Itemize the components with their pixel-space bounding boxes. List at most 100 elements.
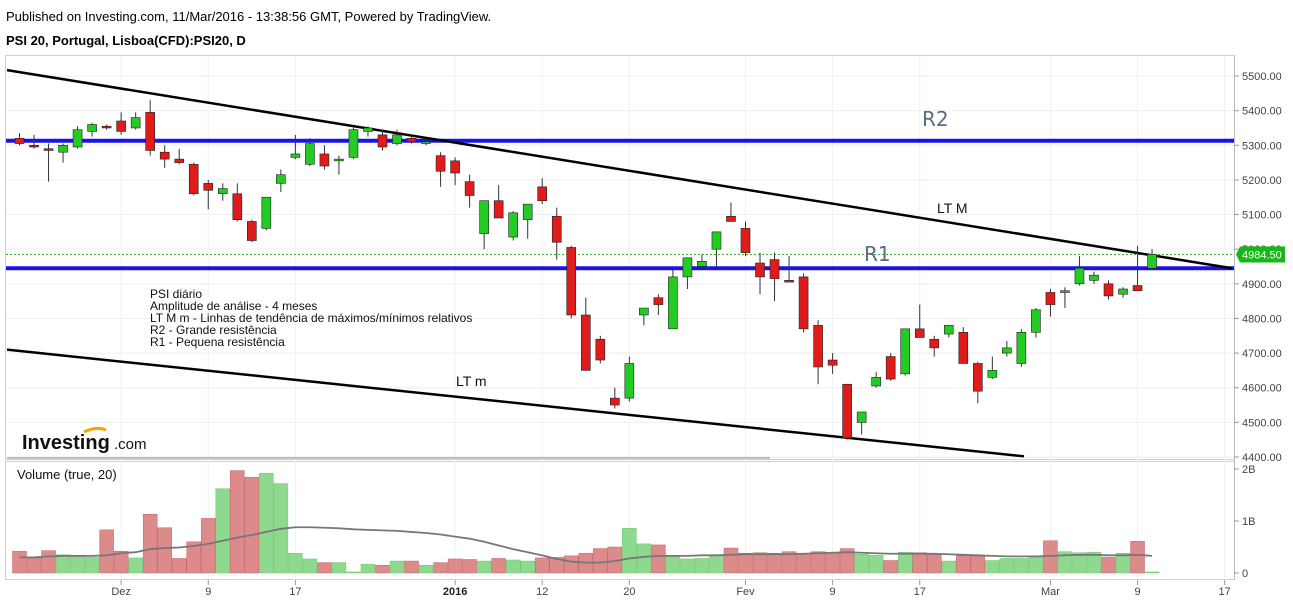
- volume-bar: [1057, 551, 1073, 574]
- candle[interactable]: [871, 372, 881, 388]
- candle-body: [871, 377, 881, 387]
- candle[interactable]: [145, 100, 155, 156]
- candle[interactable]: [247, 219, 257, 243]
- candle[interactable]: [508, 211, 518, 241]
- candle[interactable]: [1132, 245, 1143, 292]
- candle[interactable]: [261, 196, 272, 231]
- candle[interactable]: [43, 143, 54, 182]
- candle[interactable]: [276, 169, 286, 193]
- candle[interactable]: [537, 178, 548, 205]
- candle[interactable]: [740, 221, 751, 257]
- candle[interactable]: [464, 174, 475, 208]
- candle-body: [290, 153, 301, 158]
- candle[interactable]: [943, 325, 954, 338]
- candle[interactable]: [348, 126, 359, 160]
- candle[interactable]: [58, 143, 68, 163]
- candle[interactable]: [522, 203, 533, 239]
- candle[interactable]: [697, 254, 707, 270]
- candle-body: [406, 138, 417, 143]
- candle[interactable]: [813, 320, 823, 385]
- candle[interactable]: [392, 129, 402, 146]
- candle[interactable]: [987, 356, 998, 380]
- candle[interactable]: [421, 140, 431, 146]
- candle[interactable]: [856, 411, 867, 435]
- candle[interactable]: [1103, 280, 1114, 300]
- trendline-lt-min[interactable]: [6, 348, 1025, 458]
- volume-bar: [404, 560, 419, 574]
- volume-bar: [593, 548, 608, 574]
- candle[interactable]: [1089, 271, 1099, 284]
- candle[interactable]: [827, 353, 838, 374]
- candle[interactable]: [174, 148, 185, 165]
- volume-bar: [622, 528, 637, 574]
- candle[interactable]: [1016, 328, 1027, 367]
- candle[interactable]: [798, 273, 809, 333]
- candle[interactable]: [653, 294, 664, 315]
- candle[interactable]: [203, 179, 214, 210]
- candle[interactable]: [116, 112, 126, 135]
- candle[interactable]: [290, 134, 301, 160]
- candle[interactable]: [900, 328, 911, 376]
- candle[interactable]: [769, 252, 780, 302]
- candle[interactable]: [610, 387, 620, 409]
- candle[interactable]: [479, 200, 489, 250]
- candle[interactable]: [551, 207, 562, 260]
- candle[interactable]: [566, 245, 577, 319]
- candle[interactable]: [305, 138, 315, 167]
- trendline-lt-max[interactable]: [6, 68, 1233, 270]
- candle[interactable]: [595, 335, 606, 364]
- volume-bar: [520, 560, 535, 574]
- candle[interactable]: [1002, 340, 1012, 357]
- candle[interactable]: [101, 124, 112, 130]
- candle[interactable]: [885, 353, 896, 381]
- candle[interactable]: [14, 133, 25, 146]
- candle[interactable]: [784, 256, 794, 283]
- candle[interactable]: [1031, 308, 1041, 338]
- candle[interactable]: [377, 129, 388, 151]
- candle[interactable]: [1147, 249, 1157, 270]
- candle[interactable]: [450, 157, 460, 186]
- candle-body: [43, 148, 54, 151]
- volume-bar: [331, 562, 347, 574]
- time-tick-label: 9: [830, 586, 836, 598]
- candle[interactable]: [130, 112, 141, 130]
- candle[interactable]: [1060, 287, 1070, 309]
- candle[interactable]: [914, 304, 925, 338]
- candle[interactable]: [1118, 287, 1128, 298]
- candle[interactable]: [435, 152, 446, 187]
- candle[interactable]: [217, 183, 228, 201]
- candle[interactable]: [188, 162, 199, 196]
- candle[interactable]: [958, 327, 969, 364]
- time-tick-label: Dez: [111, 586, 131, 598]
- candle[interactable]: [973, 361, 983, 404]
- candle[interactable]: [232, 183, 243, 222]
- candle[interactable]: [639, 307, 649, 326]
- candle[interactable]: [1074, 256, 1085, 286]
- candle[interactable]: [726, 202, 736, 222]
- candle-body: [1045, 292, 1056, 305]
- candle[interactable]: [363, 126, 373, 137]
- candle[interactable]: [755, 252, 765, 295]
- candle[interactable]: [319, 145, 330, 170]
- candle-body: [726, 215, 736, 222]
- candle[interactable]: [29, 134, 39, 149]
- candle[interactable]: [72, 126, 83, 149]
- candle[interactable]: [493, 185, 504, 219]
- candle[interactable]: [159, 145, 170, 168]
- candle[interactable]: [711, 231, 722, 267]
- candle[interactable]: [842, 383, 852, 440]
- volume-bar: [1014, 558, 1029, 574]
- candle[interactable]: [87, 122, 97, 137]
- candle[interactable]: [580, 297, 591, 371]
- candle[interactable]: [668, 269, 678, 330]
- candle[interactable]: [624, 356, 635, 402]
- candle[interactable]: [334, 155, 344, 175]
- candle[interactable]: [1045, 289, 1056, 317]
- volume-tick-label: 2B: [1242, 464, 1255, 476]
- candle[interactable]: [682, 257, 693, 290]
- candle-body: [914, 328, 925, 338]
- candle[interactable]: [406, 134, 417, 144]
- candle[interactable]: [929, 335, 940, 357]
- volume-bar: [389, 560, 405, 574]
